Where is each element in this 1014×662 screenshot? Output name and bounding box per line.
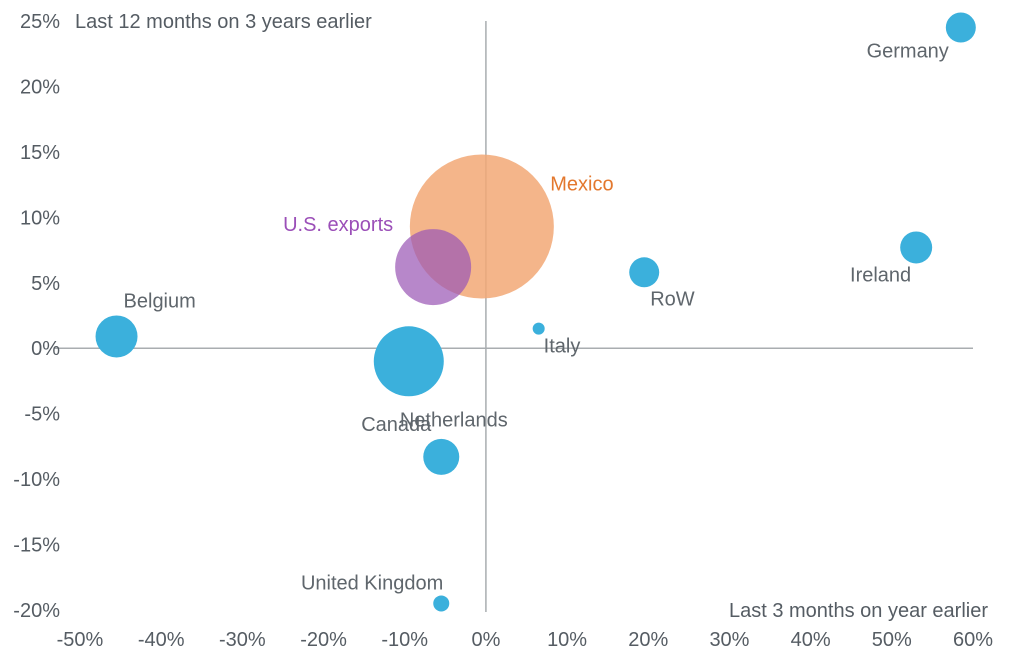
point-label-united-kingdom: United Kingdom — [301, 572, 443, 594]
bubble-united-kingdom — [433, 595, 450, 612]
point-label-netherlands: Netherlands — [400, 409, 508, 431]
x-tick-label: 0% — [471, 629, 500, 651]
bubble-canada — [423, 438, 460, 475]
x-tick-label: 40% — [791, 629, 831, 651]
x-tick-label: -10% — [381, 629, 428, 651]
y-tick-label: -5% — [24, 404, 60, 426]
x-tick-label: 60% — [953, 629, 993, 651]
y-tick-label: 15% — [20, 142, 60, 164]
x-tick-label: -50% — [57, 629, 104, 651]
y-axis-label: Last 12 months on 3 years earlier — [75, 11, 372, 33]
y-tick-label: 5% — [31, 273, 60, 295]
point-label-germany: Germany — [867, 41, 949, 63]
bubbles — [95, 12, 976, 612]
point-labels: Mexico U.S. exports Netherlands Belgium Cana… — [124, 41, 949, 595]
x-tick-label: 30% — [709, 629, 749, 651]
x-tick-label: 20% — [628, 629, 668, 651]
tick-labels: -50% -40% -30% -20% -10% 0% 10% 20% 30% 40% 50% 60%… — [13, 11, 993, 651]
x-tick-label: -30% — [219, 629, 266, 651]
x-tick-label: -40% — [138, 629, 185, 651]
x-tick-label: -20% — [300, 629, 347, 651]
bubble-u-s-exports — [395, 229, 472, 306]
bubble-germany — [945, 12, 976, 43]
point-label-ireland: Ireland — [850, 264, 911, 286]
y-tick-label: -10% — [13, 469, 60, 491]
y-tick-label: 10% — [20, 207, 60, 229]
y-tick-label: -20% — [13, 600, 60, 622]
axes — [54, 21, 973, 612]
bubble-netherlands — [373, 326, 444, 397]
point-label-belgium: Belgium — [124, 290, 196, 312]
bubble-ireland — [900, 231, 933, 264]
y-tick-label: 25% — [20, 11, 60, 33]
point-label-u-s-exports: U.S. exports — [283, 214, 393, 236]
y-tick-label: 0% — [31, 338, 60, 360]
y-tick-label: -15% — [13, 535, 60, 557]
bubble-row — [629, 257, 660, 288]
point-label-mexico: Mexico — [550, 173, 613, 195]
x-axis-label: Last 3 months on year earlier — [729, 600, 988, 622]
point-label-italy: Italy — [544, 336, 581, 358]
y-tick-label: 20% — [20, 76, 60, 98]
x-tick-label: 10% — [547, 629, 587, 651]
x-tick-label: 50% — [872, 629, 912, 651]
point-label-row: RoW — [650, 288, 695, 310]
bubble-italy — [532, 322, 545, 335]
point-label-canada: Canada — [361, 414, 432, 436]
bubble-belgium — [95, 315, 138, 358]
